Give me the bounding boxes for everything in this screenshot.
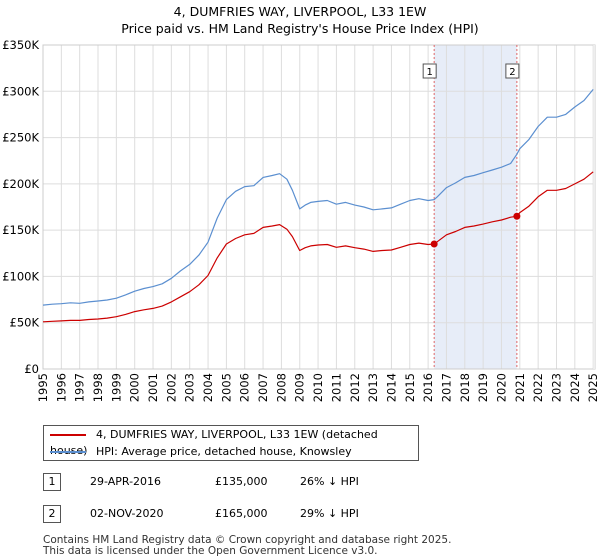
sale-marker-label-1: 1 <box>43 473 61 491</box>
y-tick-label-6: £300K <box>2 84 39 98</box>
sale-date-2: 02-NOV-2020 <box>90 507 164 520</box>
x-tick-label-2014: 2014 <box>384 373 398 402</box>
x-tick-label-2025: 2025 <box>586 373 600 402</box>
x-tick-label-2017: 2017 <box>439 373 453 402</box>
x-tick-label-2023: 2023 <box>549 373 563 402</box>
x-tick-label-2007: 2007 <box>256 373 270 402</box>
x-tick-label-2008: 2008 <box>274 373 288 402</box>
sale-marker-label-2: 2 <box>43 505 61 523</box>
x-tick-label-2004: 2004 <box>201 373 215 402</box>
x-tick-label-2024: 2024 <box>568 373 582 402</box>
x-tick-label-1999: 1999 <box>109 373 123 402</box>
sale-period-band <box>434 45 517 369</box>
y-tick-label-5: £250K <box>2 131 39 145</box>
legend-label-property: 4, DUMFRIES WAY, LIVERPOOL, L33 1EW (det… <box>50 428 378 457</box>
x-tick-label-2001: 2001 <box>146 373 160 402</box>
sale-date-1: 29-APR-2016 <box>90 475 162 488</box>
legend-swatch-hpi <box>50 451 86 453</box>
legend-item-property: 4, DUMFRIES WAY, LIVERPOOL, L33 1EW (det… <box>50 427 418 457</box>
y-tick-label-3: £150K <box>2 223 39 237</box>
x-tick-label-2002: 2002 <box>164 373 178 402</box>
sale-box-label-1: 1 <box>426 67 432 78</box>
x-tick-label-2011: 2011 <box>329 373 343 402</box>
legend-swatch-property <box>50 434 86 436</box>
x-tick-label-2012: 2012 <box>348 373 362 402</box>
x-tick-label-2021: 2021 <box>513 373 527 402</box>
y-tick-label-4: £200K <box>2 177 39 191</box>
x-tick-label-2015: 2015 <box>403 373 417 402</box>
sale-price-1: £135,000 <box>215 475 268 488</box>
x-tick-label-1997: 1997 <box>73 373 87 402</box>
y-tick-label-7: £350K <box>2 38 39 52</box>
x-tick-label-1998: 1998 <box>91 373 105 402</box>
sale-price-2: £165,000 <box>215 507 268 520</box>
legend: 4, DUMFRIES WAY, LIVERPOOL, L33 1EW (det… <box>43 425 419 461</box>
sale-box-2 <box>505 63 520 79</box>
sale-hpi-diff-1: 26% ↓ HPI <box>300 475 359 488</box>
x-tick-label-2018: 2018 <box>458 373 472 402</box>
x-tick-label-1995: 1995 <box>36 373 50 402</box>
sale-box-label-2: 2 <box>509 67 515 78</box>
x-tick-label-2006: 2006 <box>238 373 252 402</box>
sale-hpi-diff-2: 29% ↓ HPI <box>300 507 359 520</box>
chart-subtitle: Price paid vs. HM Land Registry's House … <box>121 21 479 36</box>
x-tick-label-2000: 2000 <box>128 373 142 402</box>
x-tick-label-2003: 2003 <box>183 373 197 402</box>
x-tick-label-2020: 2020 <box>494 373 508 402</box>
sale-point-1 <box>430 240 438 248</box>
price-chart: 1 2 £0 £50K £100K £150K £200K £250K £300K £350K 19… <box>2 38 600 402</box>
footer-copyright: Contains HM Land Registry data © Crown c… <box>43 534 452 546</box>
property-series-line <box>42 171 594 323</box>
sale-box-1 <box>422 63 437 79</box>
y-tick-label-1: £50K <box>10 316 40 330</box>
x-tick-label-2010: 2010 <box>311 373 325 402</box>
legend-item-hpi: HPI: Average price, detached house, Know… <box>50 444 352 460</box>
x-tick-label-2013: 2013 <box>366 373 380 402</box>
x-tick-label-1996: 1996 <box>54 373 68 402</box>
x-tick-label-2019: 2019 <box>476 373 490 402</box>
legend-label-hpi: HPI: Average price, detached house, Know… <box>96 445 352 458</box>
y-tick-label-0: £0 <box>24 362 39 376</box>
x-tick-label-2022: 2022 <box>531 373 545 402</box>
x-tick-label-2016: 2016 <box>421 373 435 402</box>
y-tick-label-2: £100K <box>2 269 39 283</box>
footer-licence: This data is licensed under the Open Gov… <box>43 545 378 557</box>
future-region <box>593 45 595 369</box>
x-tick-label-2005: 2005 <box>219 373 233 402</box>
chart-title: 4, DUMFRIES WAY, LIVERPOOL, L33 1EW <box>173 4 427 19</box>
sale-point-2 <box>513 212 521 220</box>
x-tick-label-2009: 2009 <box>293 373 307 402</box>
hpi-series-line <box>42 89 594 306</box>
